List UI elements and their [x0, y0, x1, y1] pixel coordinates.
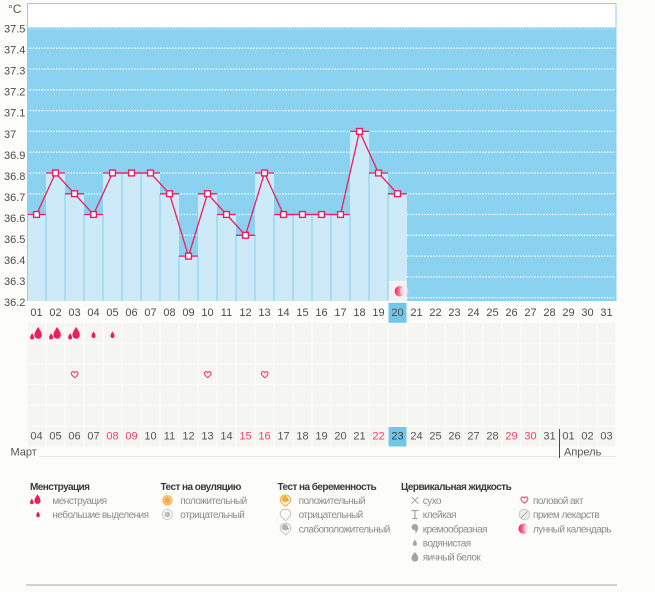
svg-text:37: 37 [4, 129, 16, 141]
svg-text:30: 30 [524, 431, 536, 443]
svg-text:09: 09 [182, 307, 194, 319]
svg-text:24: 24 [410, 431, 422, 443]
svg-text:прием лекарств: прием лекарств [533, 510, 599, 521]
svg-text:36.3: 36.3 [4, 276, 25, 288]
svg-text:06: 06 [68, 431, 80, 443]
svg-text:14: 14 [277, 307, 289, 319]
svg-text:08: 08 [163, 307, 175, 319]
svg-text:17: 17 [277, 431, 289, 443]
svg-text:23: 23 [391, 431, 403, 443]
svg-text:36.7: 36.7 [4, 192, 25, 204]
svg-text:небольшие выделения: небольшие выделения [52, 509, 148, 521]
svg-text:клейкая: клейкая [423, 510, 456, 521]
svg-text:Тест на беременность: Тест на беременность [278, 481, 377, 493]
svg-text:23: 23 [448, 307, 460, 319]
svg-text:27: 27 [524, 307, 536, 319]
svg-text:06: 06 [125, 307, 137, 319]
svg-text:Менструация: Менструация [30, 482, 90, 493]
svg-text:05: 05 [49, 431, 61, 443]
svg-text:31: 31 [543, 431, 555, 443]
svg-text:18: 18 [296, 431, 308, 443]
svg-text:11: 11 [221, 307, 232, 319]
svg-text:Апрель: Апрель [564, 446, 602, 458]
svg-text:25: 25 [486, 307, 498, 319]
svg-text:24: 24 [467, 307, 479, 319]
svg-text:36.2: 36.2 [4, 297, 25, 309]
svg-text:03: 03 [600, 431, 612, 443]
svg-text:лунный календарь: лунный календарь [533, 524, 611, 535]
svg-text:отрицательный: отрицательный [299, 510, 363, 521]
svg-text:02: 02 [49, 307, 61, 319]
svg-text:08: 08 [106, 431, 118, 443]
svg-text:яичный белок: яичный белок [423, 552, 482, 564]
svg-text:37.5: 37.5 [4, 24, 25, 36]
svg-text:20: 20 [391, 307, 403, 319]
svg-text:менструация: менструация [52, 496, 106, 507]
svg-text:18: 18 [353, 307, 365, 319]
svg-text:25: 25 [429, 431, 441, 443]
svg-text:29: 29 [505, 431, 517, 443]
svg-text:37.1: 37.1 [4, 108, 25, 120]
svg-text:15: 15 [239, 431, 251, 443]
svg-text:положительный: положительный [180, 496, 246, 507]
svg-text:17: 17 [334, 307, 346, 319]
svg-text:36.5: 36.5 [4, 234, 25, 246]
svg-text:22: 22 [429, 307, 441, 319]
svg-text:26: 26 [505, 307, 517, 319]
svg-text:Март: Март [11, 446, 37, 458]
svg-text:половой акт: половой акт [533, 496, 584, 507]
svg-text:28: 28 [486, 431, 498, 443]
svg-text:19: 19 [315, 431, 327, 443]
svg-text:36.9: 36.9 [4, 150, 25, 162]
svg-text:11: 11 [164, 431, 175, 443]
svg-text:36.6: 36.6 [4, 213, 25, 225]
svg-text:07: 07 [87, 431, 99, 443]
svg-text:16: 16 [258, 431, 270, 443]
svg-text:положительный: положительный [299, 496, 365, 507]
svg-text:37.3: 37.3 [4, 66, 25, 78]
svg-text:13: 13 [258, 307, 270, 319]
svg-text:13: 13 [201, 431, 213, 443]
svg-text:сухо: сухо [423, 496, 442, 507]
svg-text:37.4: 37.4 [4, 45, 25, 57]
svg-text:37.2: 37.2 [4, 87, 25, 99]
svg-text:10: 10 [201, 307, 213, 319]
svg-text:27: 27 [467, 431, 479, 443]
svg-text:10: 10 [144, 431, 156, 443]
svg-text:15: 15 [296, 307, 308, 319]
svg-text:16: 16 [315, 307, 327, 319]
svg-text:12: 12 [182, 431, 194, 443]
svg-text:водянистая: водянистая [423, 539, 471, 550]
svg-text:04: 04 [87, 307, 99, 319]
svg-text:20: 20 [334, 431, 346, 443]
svg-text:09: 09 [125, 431, 137, 443]
svg-text:36.8: 36.8 [4, 171, 25, 183]
svg-text:21: 21 [410, 307, 422, 319]
svg-text:26: 26 [448, 431, 460, 443]
svg-text:12: 12 [239, 307, 251, 319]
svg-text:01: 01 [30, 307, 42, 319]
svg-text:слабоположительный: слабоположительный [299, 523, 390, 535]
svg-text:Тест на овуляцию: Тест на овуляцию [161, 482, 242, 493]
svg-text:31: 31 [600, 307, 612, 319]
svg-text:14: 14 [220, 431, 232, 443]
svg-text:22: 22 [372, 431, 384, 443]
svg-text:°C: °C [8, 2, 22, 16]
svg-text:36.4: 36.4 [4, 255, 25, 267]
svg-text:Цервикальная жидкость: Цервикальная жидкость [401, 482, 512, 493]
svg-text:21: 21 [353, 431, 365, 443]
svg-text:19: 19 [372, 307, 384, 319]
svg-text:кремообразная: кремообразная [423, 523, 487, 535]
svg-text:01: 01 [562, 431, 574, 443]
svg-text:30: 30 [581, 307, 593, 319]
svg-text:отрицательный: отрицательный [180, 510, 244, 521]
svg-text:29: 29 [562, 307, 574, 319]
svg-text:05: 05 [106, 307, 118, 319]
svg-text:28: 28 [543, 307, 555, 319]
svg-text:03: 03 [68, 307, 80, 319]
svg-text:07: 07 [144, 307, 156, 319]
svg-text:02: 02 [581, 431, 593, 443]
svg-text:04: 04 [30, 431, 42, 443]
